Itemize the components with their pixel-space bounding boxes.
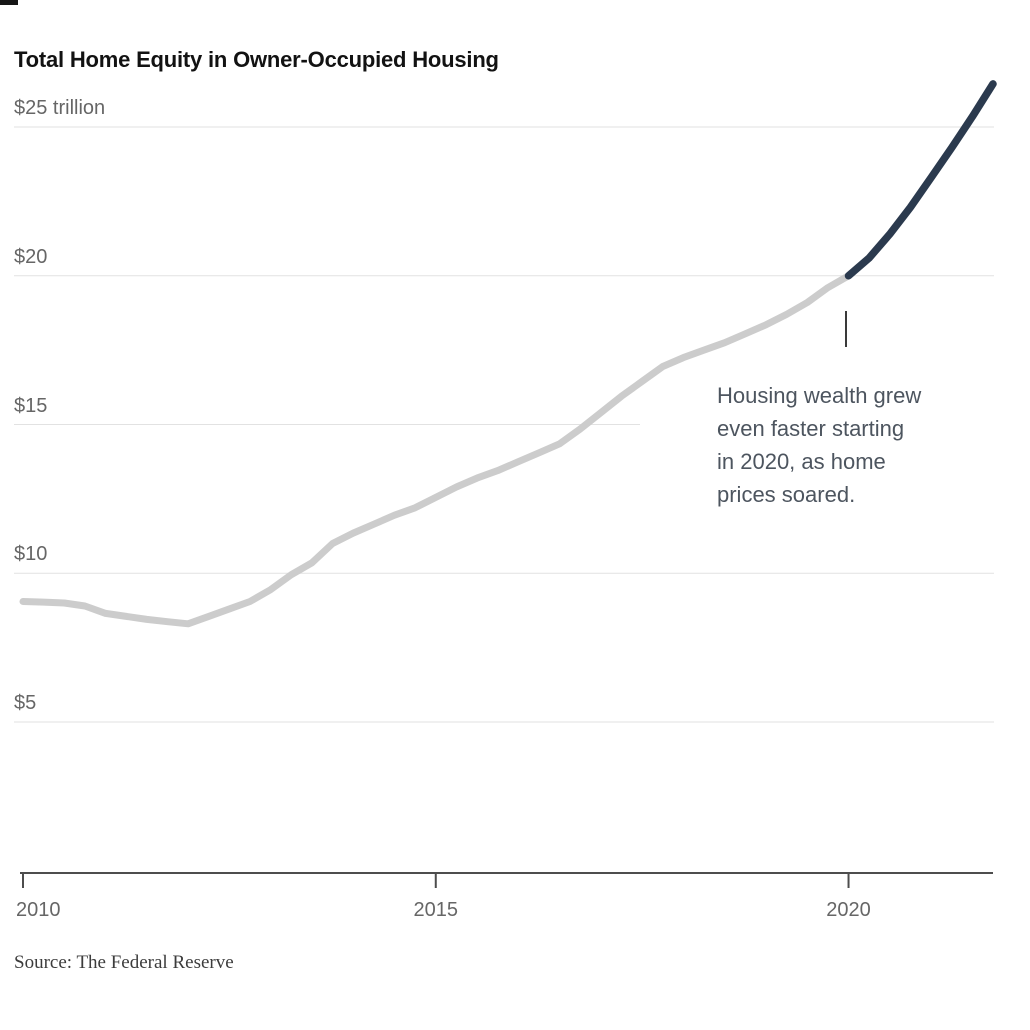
x-tick-label-2010: 2010 [16,899,61,921]
y-tick-label-20: $20 [14,245,48,268]
x-tick-label-2015: 2015 [413,899,459,921]
x-tick-label-2020: 2020 [826,899,871,921]
y-tick-label-10: $10 [14,543,48,566]
cropped-page-fragment [0,0,18,5]
series-line-base [19,272,852,628]
chart-annotation: Housing wealth grew even faster starting… [717,383,922,507]
source-note: Source: The Federal Reserve [14,952,234,973]
y-tick-label-15: $15 [14,394,48,417]
y-tick-label-25-trillion: $25 trillion [14,97,106,119]
series-line-highlight [844,80,997,280]
annotation-pointer-tick [845,311,847,347]
y-tick-label-5: $5 [14,692,37,714]
chart-title: Total Home Equity in Owner-Occupied Hous… [14,47,499,72]
